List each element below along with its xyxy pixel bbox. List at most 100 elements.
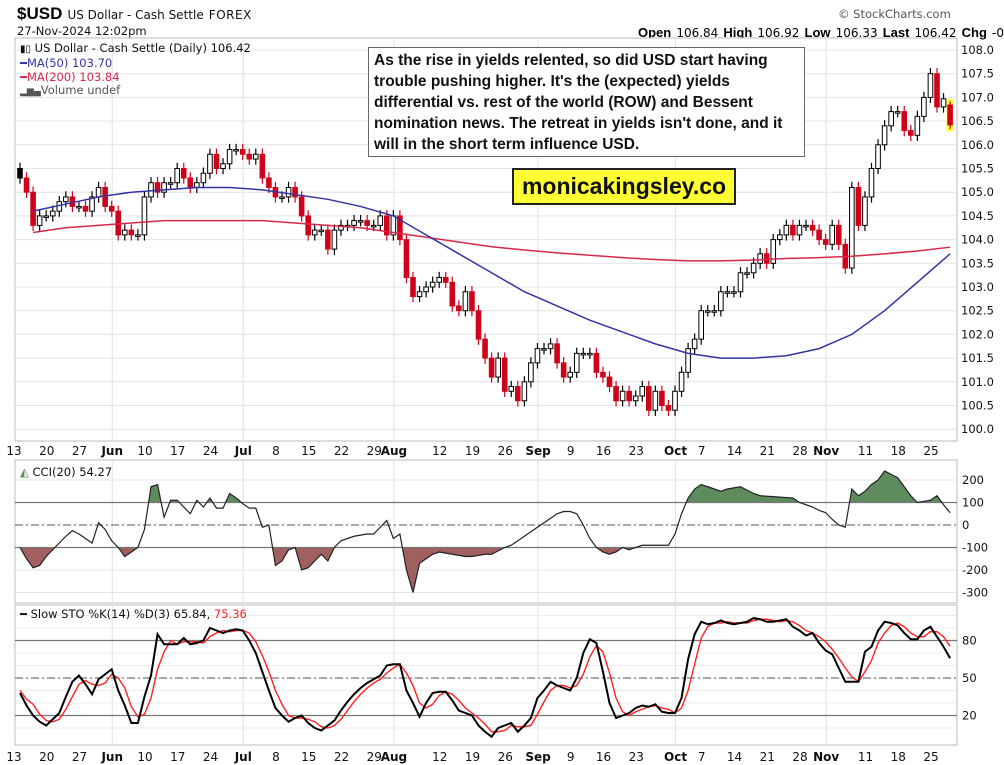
candle (436, 277, 442, 283)
candle (619, 390, 626, 402)
candle (711, 310, 718, 313)
y-tick-label: 106.5 (961, 114, 994, 128)
candle (796, 224, 803, 236)
x-tick-label: 29 (367, 750, 382, 764)
y-tick-label: 104.5 (961, 209, 994, 223)
candle (423, 286, 429, 293)
candle (770, 239, 777, 264)
x-tick-label: 22 (334, 444, 349, 458)
candle (410, 277, 416, 297)
candle (259, 153, 266, 179)
candle (718, 291, 724, 312)
candle (921, 96, 927, 117)
y-tick-label: 107.0 (961, 90, 994, 104)
candle (128, 229, 135, 236)
candle (881, 125, 888, 146)
high-label: High (723, 25, 753, 40)
candle (331, 229, 338, 250)
x-tick-label: 28 (792, 444, 807, 458)
low-value: 106.33 (835, 26, 878, 40)
x-tick-label: 8 (272, 750, 280, 764)
line-icon: ━ (20, 70, 27, 84)
y-tick-label: 101.0 (961, 375, 994, 389)
candle (200, 172, 207, 184)
candle (521, 381, 528, 402)
line-icon: ━ (20, 607, 27, 621)
candle (416, 291, 423, 297)
x-tick-label: 15 (301, 750, 316, 764)
sto-d-line (19, 618, 951, 733)
y-tick-label: 104.0 (961, 233, 994, 247)
candle (822, 239, 829, 245)
y-tick-label: 103.5 (961, 256, 994, 270)
candle (220, 163, 226, 169)
legend-ma50-text: MA(50) 103.70 (26, 56, 113, 70)
x-tick-label: Aug (381, 444, 407, 458)
candle (534, 348, 541, 364)
x-tick-label: 16 (596, 444, 611, 458)
candle (894, 111, 901, 114)
candle (449, 281, 456, 307)
x-tick-label: 20 (39, 444, 54, 458)
candle (646, 386, 652, 411)
x-tick-label: Sep (525, 750, 551, 764)
x-tick-label: 26 (498, 444, 513, 458)
candle (154, 182, 161, 193)
y-tick-label: 102.0 (961, 327, 994, 341)
x-tick-label: 13 (6, 750, 21, 764)
x-tick-label: 27 (72, 750, 87, 764)
candle (947, 104, 953, 126)
panel-frame (14, 459, 958, 604)
candle (180, 168, 187, 179)
candle (573, 352, 580, 373)
cci-tick-label: -200 (962, 563, 988, 577)
x-tick-label: 21 (760, 750, 775, 764)
candle (338, 224, 344, 231)
candle (174, 168, 180, 184)
chg-value: -0.55 (-0.52%) (991, 26, 1004, 40)
x-tick-label: 28 (792, 750, 807, 764)
x-tick-label: 19 (465, 444, 480, 458)
candle (600, 371, 606, 378)
x-tick-label: Aug (381, 750, 407, 764)
cci-tick-label: -100 (962, 541, 988, 555)
candle (567, 371, 574, 378)
sto-d-value: 75.36 (213, 607, 247, 621)
candle (305, 215, 311, 236)
y-tick-label: 105.0 (961, 185, 994, 199)
candle (849, 186, 855, 269)
candle (456, 305, 462, 312)
candle (442, 277, 449, 283)
legend-volume-text: Volume undef (40, 83, 121, 97)
legend-ma50: ━MA(50) 103.70 (20, 56, 112, 70)
candle (835, 224, 842, 245)
candle (292, 186, 298, 198)
copyright: © StockCharts.com (838, 7, 951, 21)
candle (495, 357, 501, 378)
candle (403, 239, 410, 279)
candle (364, 220, 370, 226)
x-tick-label: 25 (923, 444, 938, 458)
x-tick-label: 29 (367, 444, 382, 458)
y-tick-label: 107.5 (961, 67, 994, 81)
instrument-name: US Dollar - Cash Settle (67, 8, 204, 22)
candle (587, 352, 593, 356)
candle (226, 149, 233, 165)
x-tick-label: 22 (334, 750, 349, 764)
candle (908, 130, 914, 136)
legend-price-text: US Dollar - Cash Settle (Daily) 106.42 (34, 41, 251, 55)
x-tick-label: 7 (698, 444, 706, 458)
last-value: 106.42 (914, 26, 957, 40)
candle (652, 390, 659, 411)
cci-legend: ◭ CCI(20) 54.27 (20, 465, 112, 479)
y-tick-label: 100.0 (961, 422, 994, 436)
candle (298, 196, 305, 217)
candle (351, 220, 357, 226)
candle (580, 352, 587, 356)
x-tick-label: Jun (100, 444, 123, 458)
legend-ma200: ━MA(200) 103.84 (20, 70, 120, 84)
candle (148, 182, 154, 198)
candle (816, 229, 822, 241)
candle (888, 111, 894, 127)
x-tick-label: 26 (498, 750, 513, 764)
